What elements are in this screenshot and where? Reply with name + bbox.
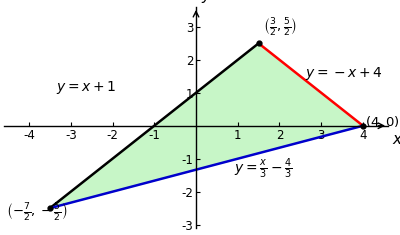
Text: $(4, 0)$: $(4, 0)$ bbox=[365, 114, 400, 129]
Text: $y = x + 1$: $y = x + 1$ bbox=[56, 79, 117, 96]
Text: $y = -x + 4$: $y = -x + 4$ bbox=[304, 65, 382, 82]
Text: $\left(-\frac{7}{2}, -\frac{5}{2}\right)$: $\left(-\frac{7}{2}, -\frac{5}{2}\right)… bbox=[6, 202, 68, 223]
Text: $y$: $y$ bbox=[201, 0, 212, 5]
Text: $x$: $x$ bbox=[392, 132, 400, 147]
Text: $y = \frac{x}{3} - \frac{4}{3}$: $y = \frac{x}{3} - \frac{4}{3}$ bbox=[234, 157, 292, 181]
Text: $\left(\frac{3}{2}, \frac{5}{2}\right)$: $\left(\frac{3}{2}, \frac{5}{2}\right)$ bbox=[263, 16, 297, 38]
Polygon shape bbox=[50, 43, 363, 208]
